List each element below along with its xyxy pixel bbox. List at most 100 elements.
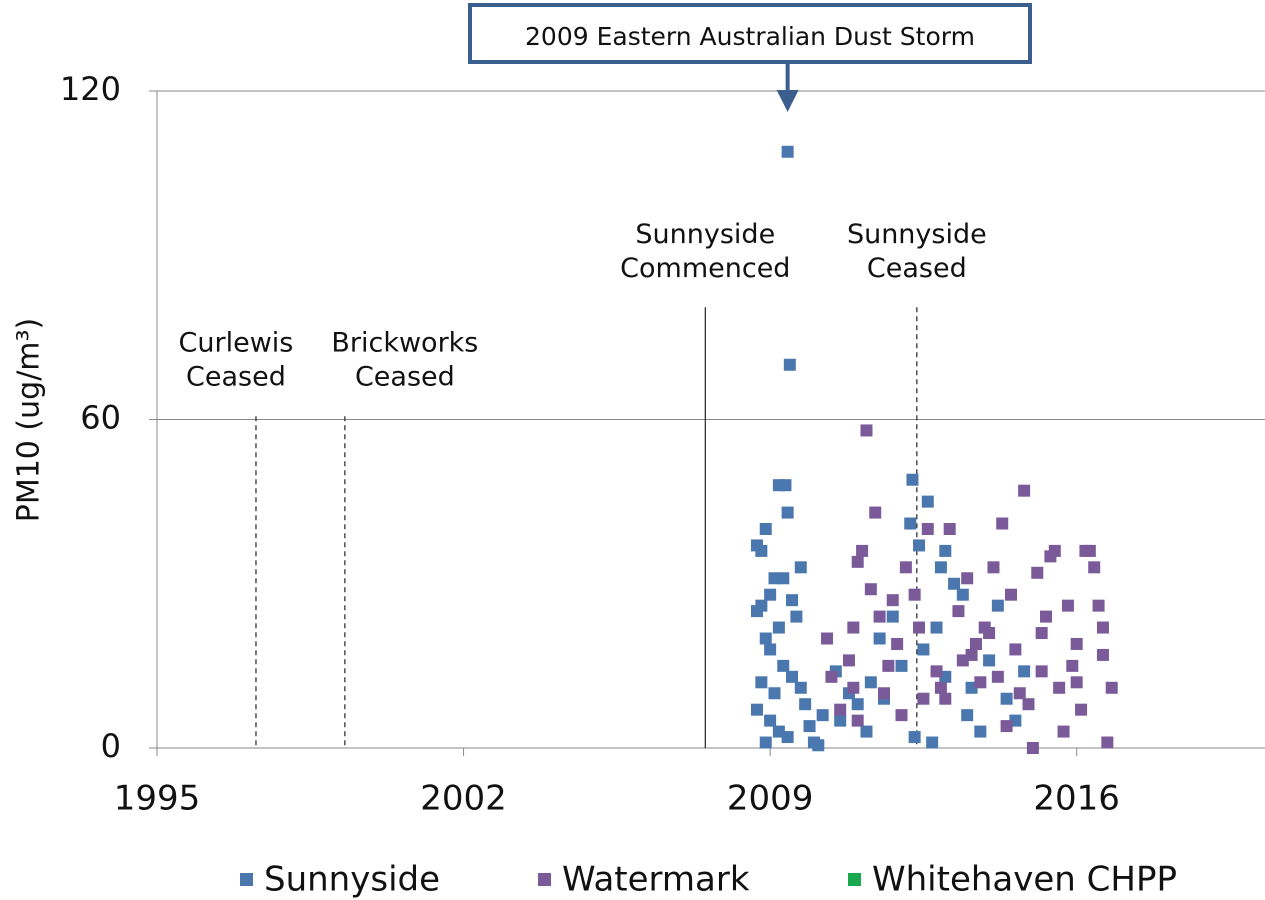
point [1035, 627, 1048, 640]
point [1013, 687, 1026, 700]
point [768, 572, 781, 585]
point [1096, 648, 1109, 661]
point [886, 594, 899, 607]
point [842, 654, 855, 667]
legend-swatch [240, 873, 253, 886]
point [1053, 681, 1066, 694]
point [825, 670, 838, 683]
point [1105, 681, 1118, 694]
event-label: Sunnyside [847, 219, 987, 250]
point [812, 739, 825, 752]
x-tick-label: 2016 [1033, 779, 1120, 819]
point [899, 561, 912, 574]
point [764, 714, 777, 727]
point [956, 654, 969, 667]
point [906, 473, 919, 486]
point [939, 544, 952, 557]
point [921, 523, 934, 535]
callout-arrowhead [776, 90, 799, 112]
point [803, 720, 816, 733]
point [873, 610, 886, 623]
legend-label: Sunnyside [264, 860, 440, 900]
point [834, 703, 847, 716]
point [948, 577, 961, 590]
point [974, 725, 987, 738]
point [1000, 692, 1013, 705]
point [759, 523, 772, 535]
point [1031, 566, 1044, 579]
point [869, 506, 882, 519]
point [759, 632, 772, 645]
point [961, 709, 974, 722]
point [851, 698, 864, 711]
point [768, 687, 781, 700]
point [921, 495, 934, 508]
point [781, 731, 794, 744]
point [794, 681, 807, 694]
point [759, 736, 772, 749]
point [783, 358, 796, 371]
point [834, 714, 847, 727]
point [864, 676, 877, 689]
point [755, 544, 768, 557]
point [1026, 742, 1039, 754]
point [882, 659, 895, 672]
event-label: Ceased [355, 362, 455, 393]
point [764, 643, 777, 656]
y-tick-label: 120 [60, 70, 121, 108]
point [786, 670, 799, 683]
point [779, 479, 792, 492]
y-tick-label: 60 [80, 399, 121, 437]
point [917, 643, 930, 656]
point [1070, 637, 1083, 650]
point [856, 544, 869, 557]
point [1101, 736, 1114, 749]
point [983, 654, 996, 667]
point [864, 583, 877, 596]
point [895, 709, 908, 722]
point [974, 676, 987, 689]
legend-swatch [538, 873, 551, 886]
point [860, 424, 873, 437]
point [860, 725, 873, 738]
point [790, 610, 803, 623]
event-label: Ceased [867, 253, 967, 284]
point [917, 692, 930, 705]
event-label: Ceased [186, 362, 286, 393]
point [1096, 621, 1109, 634]
point [755, 676, 768, 689]
point [1018, 665, 1031, 678]
point [772, 621, 785, 634]
point [821, 632, 834, 645]
point [886, 610, 899, 623]
point [904, 517, 917, 530]
legend-swatch [848, 873, 861, 886]
point [961, 572, 974, 585]
point [930, 665, 943, 678]
point [943, 523, 956, 535]
point [956, 588, 969, 601]
point [934, 561, 947, 574]
point [1088, 561, 1101, 574]
point [969, 637, 982, 650]
point [794, 561, 807, 574]
point [996, 517, 1009, 530]
point [952, 605, 965, 618]
y-axis-label: PM10 (ug/m³) [12, 318, 47, 523]
x-tick-label: 1995 [114, 779, 201, 819]
point [908, 731, 921, 744]
point [1004, 588, 1017, 601]
point [1083, 544, 1096, 557]
point [991, 670, 1004, 683]
point [1000, 720, 1013, 733]
point [847, 681, 860, 694]
point [1066, 659, 1079, 672]
point [1018, 484, 1031, 497]
point [895, 659, 908, 672]
y-tick-label: 0 [101, 727, 121, 765]
point [991, 599, 1004, 612]
point [913, 539, 926, 552]
event-label: Brickworks [331, 328, 478, 359]
callout-label: 2009 Eastern Australian Dust Storm [525, 22, 975, 51]
